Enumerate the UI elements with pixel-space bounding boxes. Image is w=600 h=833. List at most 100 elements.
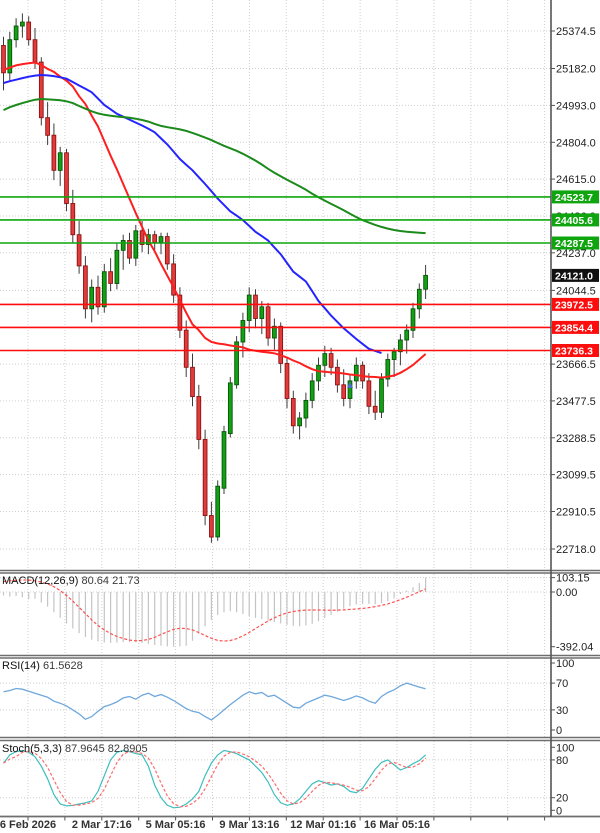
- bull-candle: [89, 286, 95, 310]
- bear-candle: [328, 353, 334, 368]
- stoch-indicator-label: Stoch(5,3,3) 87.9645 82.8905: [2, 743, 148, 755]
- rsi-line: [3, 682, 426, 721]
- bear-candle: [95, 286, 101, 308]
- bull-candle: [234, 341, 239, 386]
- price-tick-label: 25374.5: [556, 26, 596, 38]
- bull-candle: [353, 364, 359, 382]
- bull-candle: [322, 353, 328, 366]
- stoch-tick-label: 100: [556, 742, 574, 754]
- macd-tick-label: -392.04: [556, 642, 593, 654]
- bull-candle: [227, 382, 233, 435]
- bear-candle: [164, 236, 170, 265]
- bear-candle: [76, 234, 82, 267]
- price-level-badges: 24523.7 24405.6 24287.5 23972.5 23854.4 23736…: [552, 190, 599, 358]
- level-badge-red-text: 23736.3: [555, 346, 593, 358]
- stoch-tick-label: 20: [556, 793, 568, 805]
- time-axis[interactable]: 6 Feb 2026 2 Mar 17:16 5 Mar 05:16 9 Mar 13…: [0, 817, 546, 831]
- price-levels: [0, 196, 551, 352]
- bull-candle: [133, 230, 139, 259]
- ma-slow-green: [3, 97, 426, 235]
- bull-candle: [259, 306, 265, 319]
- current-price-badge-text: 24121.0: [555, 270, 593, 282]
- price-axis[interactable]: 25374.525182.024993.024804.024615.024426…: [551, 26, 596, 817]
- bull-candle: [158, 236, 164, 243]
- time-axis-label: 12 Mar 01:16: [290, 819, 356, 831]
- bear-candle: [278, 325, 284, 364]
- level-badge-red-text: 23972.5: [555, 299, 593, 311]
- bull-candle: [391, 351, 397, 360]
- bear-candle: [51, 134, 57, 171]
- bull-candle: [410, 308, 416, 331]
- bear-candle: [196, 396, 202, 440]
- level-badge-green: [552, 190, 599, 204]
- stoch-tick-label: 0: [556, 805, 562, 817]
- bear-candle: [372, 405, 378, 413]
- stoch-k-line: [3, 749, 426, 809]
- bull-candle: [215, 485, 221, 538]
- bull-candle: [416, 288, 422, 310]
- stoch-d-line: [3, 750, 427, 808]
- bull-candle: [246, 294, 252, 321]
- ma-mid-blue: [3, 73, 382, 355]
- grid-lines: [0, 0, 551, 816]
- level-badge-green-text: 24405.6: [555, 215, 593, 227]
- bear-candle: [253, 294, 258, 319]
- level-badge-red: [552, 297, 599, 311]
- rsi-tick-label: 70: [556, 678, 568, 690]
- price-tick-label: 24804.0: [556, 137, 596, 149]
- bear-candle: [127, 240, 132, 259]
- bull-candle: [398, 339, 403, 353]
- time-axis-label: 5 Mar 05:16: [146, 819, 206, 831]
- bear-candle: [177, 294, 183, 331]
- macd-indicator-label: MACD(12,26,9) 80.64 21.73: [2, 575, 140, 587]
- stoch-tick-label: 80: [556, 755, 568, 767]
- level-badge-red: [552, 344, 599, 357]
- bear-candle: [284, 362, 290, 399]
- ma-fast-red: [3, 61, 427, 379]
- bear-candle: [341, 384, 347, 399]
- bull-candle: [7, 39, 13, 74]
- level-badge-green-text: 24287.5: [555, 238, 593, 250]
- macd-values: 80.64 21.73: [81, 575, 140, 587]
- rsi-panel: [3, 682, 426, 721]
- bear-candle: [360, 364, 365, 382]
- price-tick-label: 22910.5: [556, 507, 596, 519]
- bear-candle: [190, 366, 195, 398]
- current-price-badge: [552, 268, 599, 282]
- price-tick-label: 23288.5: [556, 433, 596, 445]
- bull-candle: [13, 25, 19, 41]
- bull-candle: [101, 271, 107, 308]
- time-axis-label: 9 Mar 13:16: [219, 819, 279, 831]
- time-axis-label: 6 Feb 2026: [0, 819, 56, 831]
- bear-candle: [45, 117, 50, 136]
- rsi-tick-label: 0: [556, 725, 562, 737]
- candles: [1, 13, 428, 543]
- bear-candle: [202, 438, 208, 516]
- macd-tick-label: 103.15: [556, 573, 590, 585]
- moving-averages: [3, 61, 427, 379]
- bull-candle: [404, 329, 410, 341]
- time-axis-label: 16 Mar 05:16: [364, 819, 430, 831]
- stoch-name: Stoch(5,3,3): [2, 743, 62, 755]
- price-tick-label: 24044.5: [556, 285, 596, 297]
- price-tick-label: 25182.0: [556, 64, 596, 76]
- level-badge-green-text: 24523.7: [555, 192, 593, 204]
- bull-candle: [347, 380, 353, 399]
- time-axis-label: 2 Mar 17:16: [72, 819, 132, 831]
- rsi-tick-label: 30: [556, 705, 568, 717]
- price-tick-label: 23666.5: [556, 359, 596, 371]
- stoch-values: 87.9645 82.8905: [64, 743, 148, 755]
- macd-panel: [2, 577, 427, 647]
- rsi-name: RSI(14): [2, 660, 40, 672]
- price-tick-label: 22718.0: [556, 544, 596, 556]
- signal-arrow-icon: [347, 381, 353, 388]
- price-tick-label: 23477.5: [556, 396, 596, 408]
- price-tick-label: 23099.5: [556, 470, 596, 482]
- bull-candle: [309, 380, 315, 401]
- bull-candle: [297, 417, 302, 427]
- bear-candle: [83, 265, 88, 310]
- level-badge-red-text: 23854.4: [555, 322, 593, 334]
- level-badge-red: [552, 320, 599, 334]
- bear-candle: [209, 515, 214, 538]
